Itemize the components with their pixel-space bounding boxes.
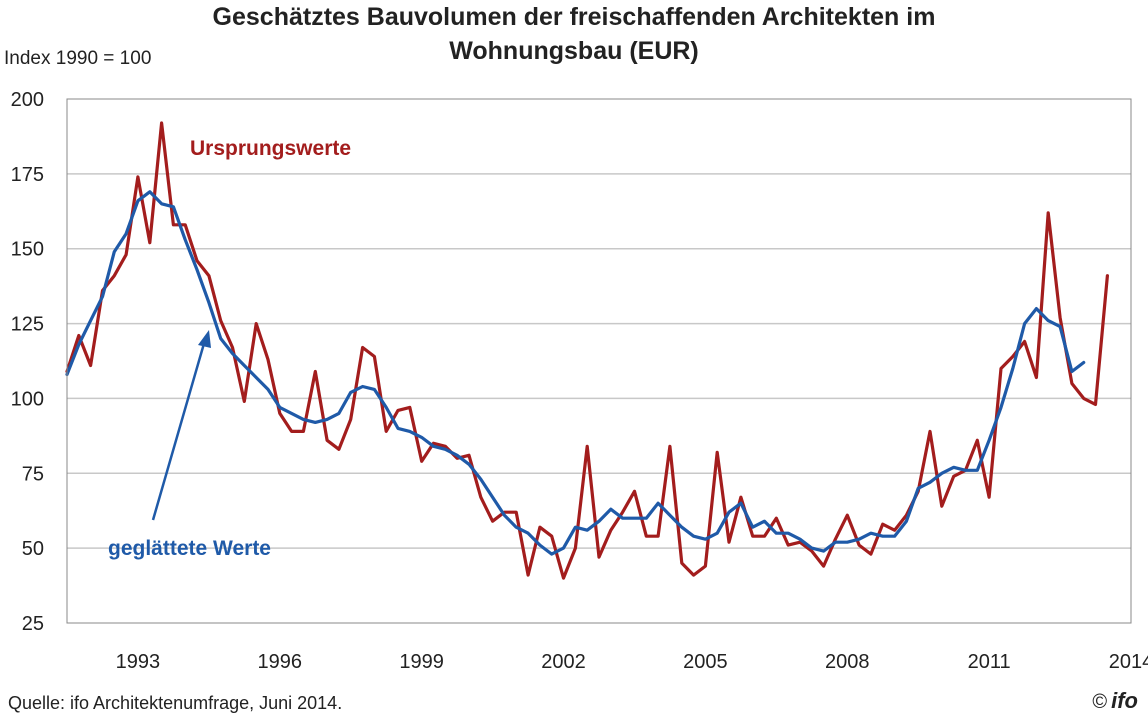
y-tick-label: 150 — [11, 239, 44, 261]
series-line-ursprungswerte — [65, 121, 1110, 580]
x-tick-label: 2014 — [1109, 651, 1148, 673]
y-axis-ticks: 25 50 75 100 125 150 175 200 — [11, 89, 44, 635]
ifo-logo-text: ifo — [1111, 688, 1138, 713]
y-tick-label: 100 — [11, 388, 44, 410]
chart-title: Geschätztes Bauvolumen der freischaffend… — [212, 3, 936, 65]
y-tick-label: 75 — [22, 463, 44, 485]
x-tick-label: 2011 — [968, 651, 1011, 673]
annotation-geglaettete-werte: geglättete Werte — [108, 537, 271, 560]
series-line-geglaettet — [65, 190, 1086, 556]
y-tick-label: 25 — [22, 613, 44, 635]
ifo-logo: © ifo — [1092, 688, 1138, 714]
y-axis-index-note: Index 1990 = 100 — [4, 48, 152, 69]
grid-lines — [67, 173, 1131, 549]
annotation-ursprungswerte: Ursprungswerte — [190, 137, 351, 160]
x-tick-label: 1993 — [116, 651, 161, 673]
x-tick-label: 2008 — [825, 651, 870, 673]
x-tick-label: 2005 — [683, 651, 728, 673]
annotation-arrow — [151, 339, 207, 521]
x-tick-label: 2002 — [541, 651, 586, 673]
plot-frame — [66, 98, 1132, 624]
copyright-symbol: © — [1092, 691, 1108, 713]
line-chart: 25 50 75 100 125 150 175 200 1993 1996 1999 2002 20… — [11, 89, 1148, 673]
source-note: Quelle: ifo Architektenumfrage, Juni 201… — [8, 693, 343, 713]
annotation-arrowhead — [198, 330, 211, 348]
x-axis-ticks: 1993 1996 1999 2002 2005 2008 2011 2014 — [116, 651, 1148, 673]
y-tick-label: 50 — [22, 538, 44, 560]
x-tick-label: 1996 — [258, 651, 303, 673]
y-tick-label: 175 — [11, 164, 44, 186]
annotations: Ursprungswerte geglättete Werte — [108, 137, 351, 560]
series-lines — [65, 121, 1110, 580]
y-tick-label: 200 — [11, 89, 44, 111]
x-tick-label: 1999 — [399, 651, 444, 673]
y-tick-label: 125 — [11, 314, 44, 336]
